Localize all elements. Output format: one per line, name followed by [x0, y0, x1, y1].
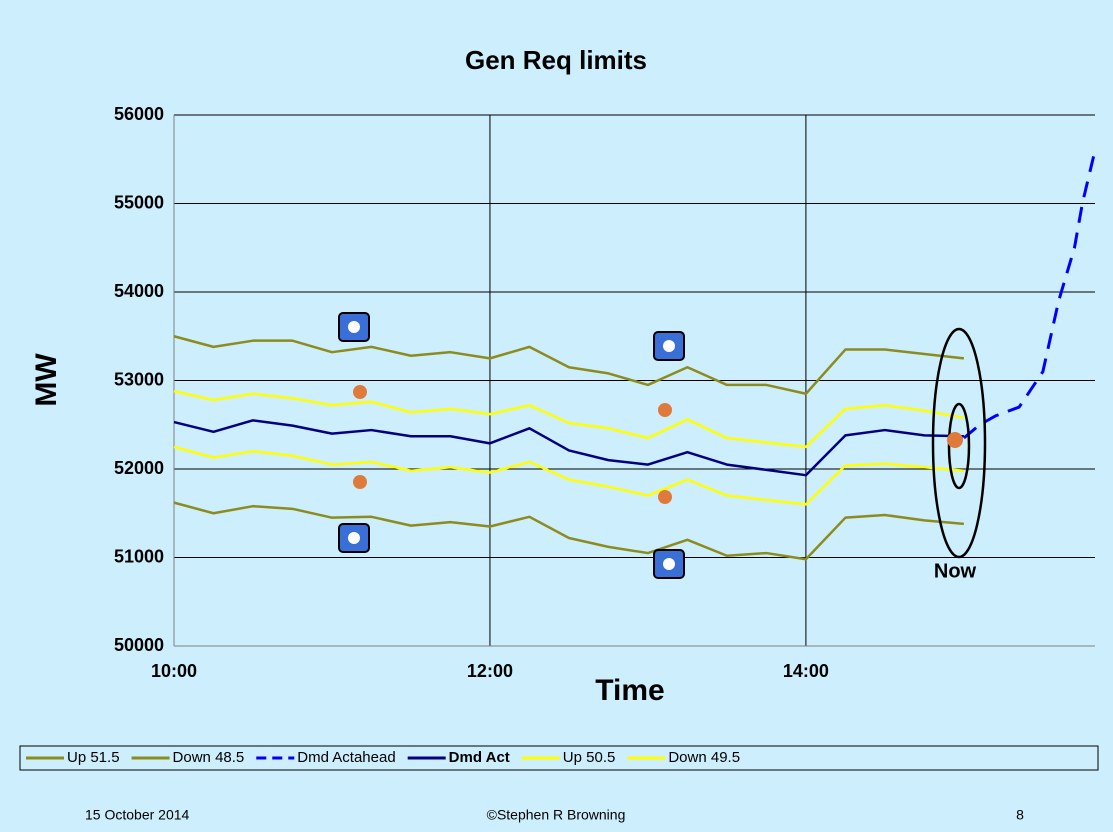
- y-axis-label: MW: [30, 353, 63, 407]
- fish-icon: [658, 490, 672, 504]
- now-ellipse: [931, 327, 987, 559]
- y-tick-label: 53000: [114, 369, 164, 389]
- footer-credit: ©Stephen R Browning: [487, 807, 626, 823]
- legend: Up 51.5 Down 48.5 Dmd Actahead Dmd Act Up 50…: [26, 749, 740, 766]
- fish-icon: [353, 385, 367, 399]
- icons: [338, 312, 963, 579]
- fish-icon: [947, 432, 963, 448]
- now-marker: [931, 327, 987, 559]
- footer-page: 8: [1016, 807, 1024, 823]
- fish-icon: [353, 475, 367, 489]
- x-tick-label: 10:00: [151, 661, 197, 681]
- y-tick-label: 51000: [114, 546, 164, 566]
- skull: [663, 558, 675, 570]
- y-tick-label: 55000: [114, 192, 164, 212]
- x-tick-label: 14:00: [783, 661, 829, 681]
- plot-area: 50000 51000 52000 53000 54000 55000 56000 10:00…: [114, 104, 1097, 681]
- legend-label: Dmd Act: [449, 749, 510, 766]
- skull: [348, 321, 360, 333]
- series-line: [173, 419, 964, 477]
- series-line: [173, 335, 965, 396]
- y-tick-label: 56000: [114, 104, 164, 124]
- legend-label: Up 51.5: [67, 749, 120, 766]
- fish-icon: [658, 403, 672, 417]
- skull: [663, 340, 675, 352]
- series-line: [173, 501, 964, 561]
- x-axis-label: Time: [595, 674, 664, 707]
- chart-title: Gen Req limits: [465, 45, 647, 75]
- legend-label: Up 50.5: [563, 749, 616, 766]
- series-line: [173, 445, 964, 506]
- footer-date: 15 October 2014: [85, 807, 190, 823]
- legend-label: Down 48.5: [173, 749, 245, 766]
- legend-box: [19, 745, 1099, 771]
- y-tick-label: 52000: [114, 458, 164, 478]
- y-tick-label: 50000: [114, 635, 164, 655]
- y-tick-label: 54000: [114, 281, 164, 301]
- legend-label: Dmd Actahead: [297, 749, 395, 766]
- x-tick-label: 12:00: [467, 661, 513, 681]
- legend-label: Down 49.5: [668, 749, 740, 766]
- now-ellipse-inner: [947, 402, 971, 490]
- annotation: Now: [934, 560, 977, 582]
- skull: [348, 532, 360, 544]
- series-line: [173, 389, 965, 449]
